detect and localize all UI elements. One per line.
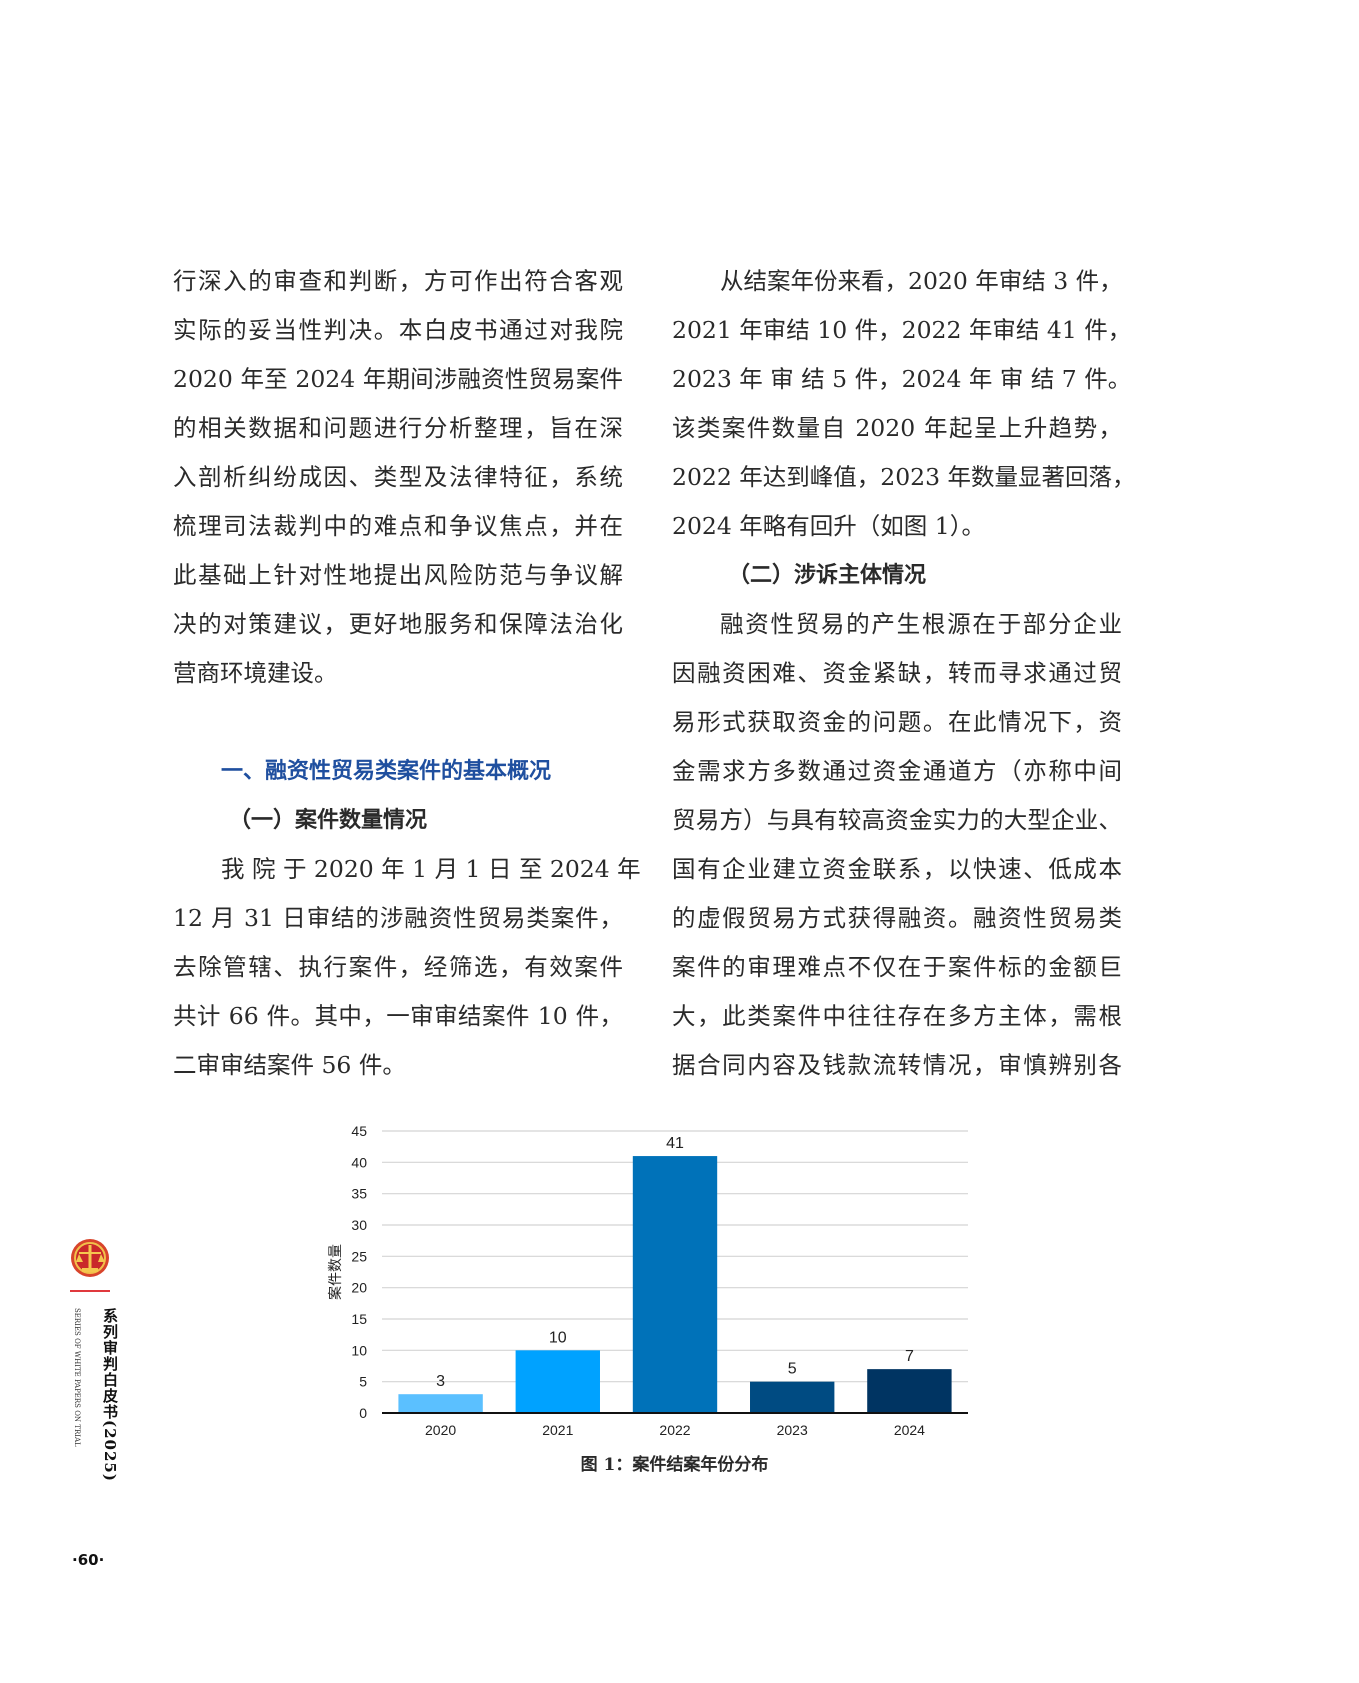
paragraph-line: 二审审结案件 56 件。 [173,1051,406,1079]
x-tick-label: 2024 [894,1422,925,1438]
paragraph-line: 案件的审理难点不仅在于案件标的金额巨 [672,953,1122,981]
x-tick-label: 2020 [425,1422,456,1438]
paragraph-line: 易形式获取资金的问题。在此情况下，资 [672,708,1122,736]
y-tick-label: 20 [351,1280,367,1296]
series-title: 系列审判白皮书(2025) [101,1308,119,1482]
paragraph-line: 去除管辖、执行案件，经筛选，有效案件 [173,953,623,981]
y-tick-label: 25 [351,1248,367,1264]
paragraph-line: 因融资困难、资金紧缺，转而寻求通过贸 [672,659,1122,687]
y-tick-label: 35 [351,1186,367,1202]
accent-divider [70,1290,110,1292]
x-tick-label: 2022 [659,1422,690,1438]
paragraph-line: 行深入的审查和判断，方可作出符合客观 [173,267,623,295]
data-label: 10 [549,1329,567,1346]
y-tick-label: 5 [359,1374,367,1390]
figure-caption: 图 1：案件结案年份分布 [0,1450,1359,1475]
blank-line [173,698,623,747]
figure-caption-text: 图 1：案件结案年份分布 [580,1455,769,1475]
y-axis-label: 案件数量 [327,1244,343,1300]
paragraph-line: 2023 年 审 结 5 件，2024 年 审 结 7 件。 [672,365,1132,393]
y-tick-label: 45 [351,1123,367,1139]
paragraph-line: 决的对策建议，更好地服务和保障法治化 [173,610,623,638]
paragraph-line: 该类案件数量自 2020 年起呈上升趋势， [672,414,1122,442]
paragraph-line: 贸易方）与具有较高资金实力的大型企业、 [672,806,1122,834]
paragraph-line: 融资性贸易的产生根源在于部分企业 [720,610,1122,638]
paragraph-line: 的虚假贸易方式获得融资。融资性贸易类 [672,904,1122,932]
paragraph-line: 据合同内容及钱款流转情况，审慎辨别各 [672,1051,1122,1079]
paragraph-line: 大，此类案件中往往存在多方主体，需根 [672,1002,1122,1030]
right-column: 从结案年份来看，2020 年审结 3 件， 2021 年审结 10 件，2022 … [672,257,1136,1090]
paragraph-line: 12 月 31 日审结的涉融资性贸易类案件， [173,904,623,932]
paragraph-line: 2021 年审结 10 件，2022 年审结 41 件， [672,316,1132,344]
left-column: 行深入的审查和判断，方可作出符合客观 实际的妥当性判决。本白皮书通过对我院 2020… [173,257,641,1090]
y-tick-label: 15 [351,1311,367,1327]
paragraph-line: 2022 年达到峰值，2023 年数量显著回落， [672,463,1136,491]
y-tick-label: 30 [351,1217,367,1233]
paragraph-line: 从结案年份来看，2020 年审结 3 件， [720,267,1123,295]
paragraph-line: 入剖析纠纷成因、类型及法律特征，系统 [173,463,623,491]
x-tick-label: 2021 [542,1422,573,1438]
y-tick-label: 40 [351,1154,367,1170]
data-label: 7 [905,1348,914,1365]
paragraph-line: 国有企业建立资金联系，以快速、低成本 [672,855,1122,883]
paragraph-line: 共计 66 件。其中，一审审结案件 10 件， [173,1002,623,1030]
section-heading: 一、融资性贸易类案件的基本概况 [221,759,552,784]
data-label: 41 [666,1135,684,1152]
paragraph-line: 金需求方多数通过资金通道方（亦称中间 [672,757,1122,785]
subheading: （一）案件数量情况 [229,808,428,833]
paragraph-line: 实际的妥当性判决。本白皮书通过对我院 [173,316,623,344]
paragraph-line: 此基础上针对性地提出风险防范与争议解 [173,561,623,589]
data-label: 3 [436,1373,445,1390]
y-tick-label: 10 [351,1342,367,1358]
page-number: ·60· [72,1551,105,1569]
case-year-bar-chart: 0 5 10 15 20 25 30 35 40 45 3 2020 10 2021 41 2022 5 2023… [327,1123,968,1438]
bar-2020 [398,1394,483,1413]
paragraph-line: 营商环境建设。 [173,659,338,687]
x-tick-label: 2023 [777,1422,808,1438]
series-subtitle-en: SERIES OF WHITE PAPERS ON TRIAL [73,1308,81,1447]
bar-2022 [632,1156,718,1413]
paragraph-line: 我 院 于 2020 年 1 月 1 日 至 2024 年 [221,855,641,883]
paragraph-line: 2024 年略有回升（如图 1）。 [672,512,985,540]
court-emblem-icon [71,1239,109,1277]
paragraph-line: 2020 年至 2024 年期间涉融资性贸易案件 [173,365,623,393]
bar-2023 [750,1381,835,1413]
paragraph-line: 的相关数据和问题进行分析整理，旨在深 [173,414,623,442]
subheading: （二）涉诉主体情况 [728,563,927,588]
bar-2024 [867,1369,952,1413]
y-tick-label: 0 [359,1405,367,1421]
data-label: 5 [788,1361,797,1378]
paragraph-line: 梳理司法裁判中的难点和争议焦点，并在 [173,512,623,540]
bar-2021 [515,1350,600,1413]
